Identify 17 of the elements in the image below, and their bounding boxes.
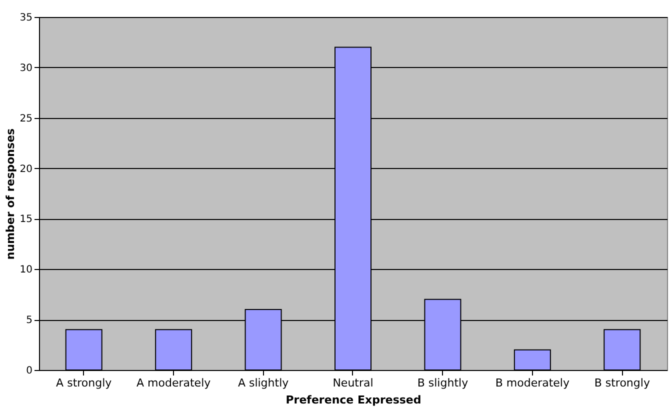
y-tick-label: 0 [26,366,32,376]
y-tick-label: 30 [20,62,32,74]
x-axis-title: Preference Expressed [286,394,422,406]
y-tick-label: 20 [20,164,32,175]
y-tick-label: 10 [20,264,32,276]
y-tick-label: 15 [20,214,32,226]
x-tick-label: A strongly [56,376,112,390]
x-tick-label: A moderately [136,376,212,390]
x-tick-label: B moderately [495,376,570,390]
x-tick-label: B strongly [594,376,650,390]
x-tick-label: A slightly [238,376,290,390]
y-axis-title: number of responses [4,128,17,260]
y-tick-label: 35 [20,12,32,24]
x-tick-label: Neutral [332,376,374,390]
x-tick-label: B slightly [417,376,469,390]
y-tick-label: 25 [20,113,32,124]
y-tick-label: 5 [26,315,32,326]
